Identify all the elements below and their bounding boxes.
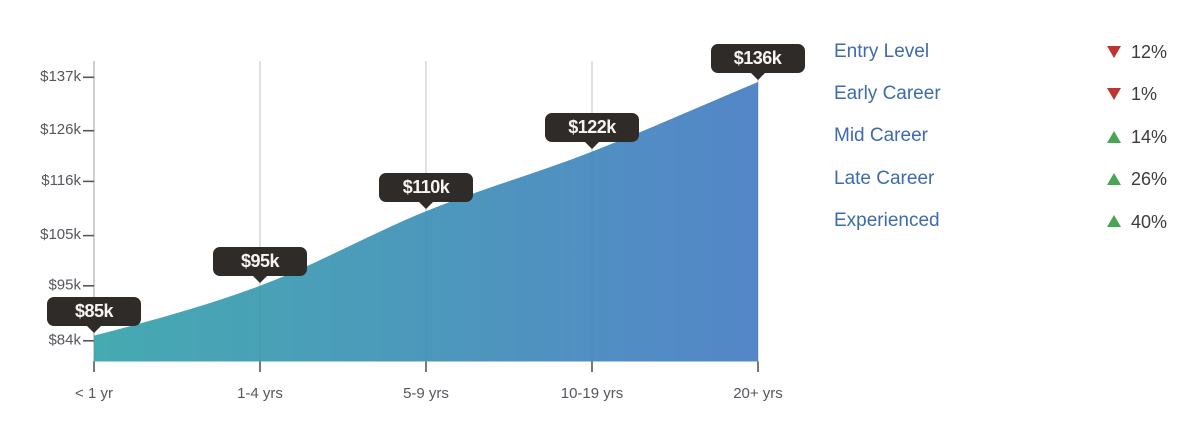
svg-text:$84k: $84k [48, 331, 81, 348]
svg-text:10-19 yrs: 10-19 yrs [561, 385, 624, 402]
svg-text:$116k: $116k [41, 172, 81, 189]
svg-text:$137k: $137k [40, 68, 81, 85]
svg-text:20+ yrs: 20+ yrs [733, 385, 783, 402]
svg-text:< 1 yr: < 1 yr [75, 385, 113, 402]
svg-text:5-9 yrs: 5-9 yrs [403, 385, 449, 402]
svg-text:$126k: $126k [40, 121, 81, 138]
svg-text:1-4 yrs: 1-4 yrs [237, 385, 283, 402]
svg-text:$95k: $95k [48, 276, 81, 293]
svg-text:$105k: $105k [40, 226, 81, 243]
